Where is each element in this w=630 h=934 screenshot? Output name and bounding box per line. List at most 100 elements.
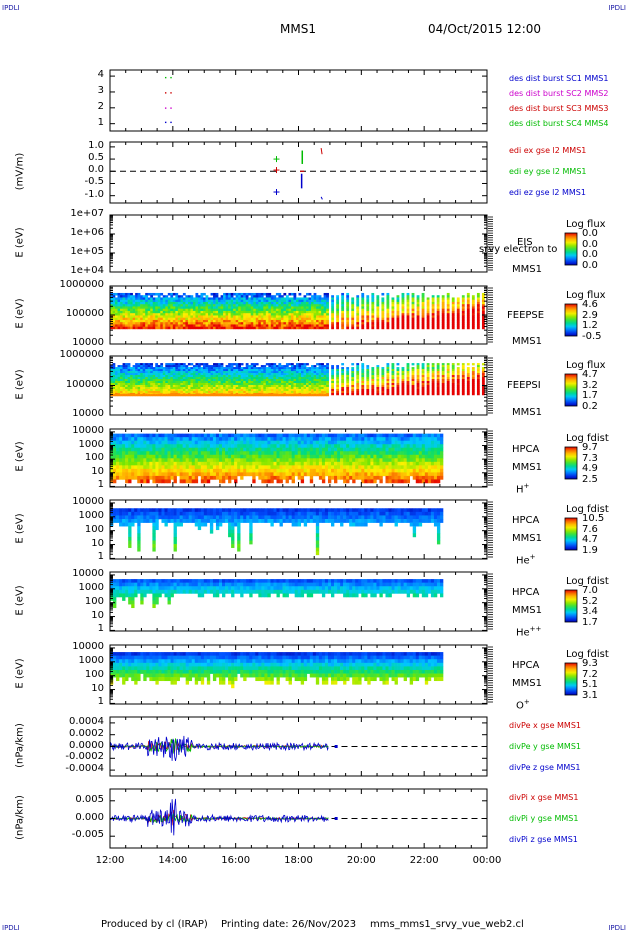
spectrogram-cell	[295, 390, 299, 394]
spectrogram-cell	[313, 313, 317, 316]
spectrogram-cell	[220, 373, 224, 376]
spectrogram-cell	[115, 382, 118, 386]
spectrogram-cell	[258, 369, 262, 372]
spectrogram-cell	[140, 365, 143, 368]
spectrogram-cell	[130, 322, 133, 325]
spectrogram-cell	[230, 299, 234, 303]
spectrogram-cell	[298, 363, 302, 366]
spectrogram-cell	[356, 381, 360, 384]
spectrogram-cell	[137, 444, 141, 449]
spectrogram-cell	[336, 308, 340, 312]
spectrogram-cell	[202, 390, 206, 394]
spectrogram-cell	[288, 306, 292, 309]
spectrogram-cell	[235, 365, 239, 368]
spectrogram-cell	[170, 375, 174, 378]
spectrogram-cell	[230, 390, 234, 394]
spectrogram-cell	[265, 369, 269, 372]
spectrogram-cell	[125, 299, 128, 303]
spectrogram-cell	[326, 365, 329, 368]
spectrogram-cell	[268, 310, 272, 314]
spectrogram-cell	[396, 310, 400, 314]
spectrogram-cell	[190, 295, 194, 298]
spectrogram-cell	[202, 292, 206, 296]
spectrogram-cell	[270, 324, 274, 327]
spectrogram-cell	[218, 304, 221, 307]
spectrogram-cell	[125, 319, 128, 323]
spectrogram-cell	[273, 363, 277, 366]
spectrogram-cell	[351, 384, 355, 388]
spectrogram-cell	[249, 468, 253, 473]
spectrogram-cell	[366, 382, 370, 386]
spectrogram-cell	[157, 292, 161, 296]
spectrogram-cell	[140, 479, 144, 484]
spectrogram-cell	[202, 304, 206, 307]
spectrogram-cell	[158, 458, 162, 463]
spectrogram-cell	[255, 468, 259, 473]
spectrogram-cell	[401, 377, 405, 380]
spectrogram-cell	[280, 299, 284, 303]
spectrogram-cell	[273, 299, 277, 303]
spectrogram-cell	[222, 458, 226, 463]
spectrogram-cell	[170, 384, 174, 388]
spectrogram-cell	[112, 319, 116, 323]
spectrogram-cell	[270, 382, 274, 386]
spectrogram-cell	[125, 326, 128, 330]
spectrogram-cell	[182, 377, 186, 380]
spectrogram-cell	[147, 379, 151, 382]
spectrogram-cell	[165, 295, 169, 298]
spectrogram-cell	[225, 377, 229, 380]
spectrogram-cell	[401, 313, 405, 316]
spectrogram-cell	[228, 390, 231, 394]
spectrogram-cell	[406, 322, 410, 325]
spectrogram-cell	[142, 375, 146, 378]
spectrogram-cell	[313, 308, 317, 312]
spectrogram-cell	[190, 363, 194, 366]
spectrogram-cell	[426, 369, 430, 372]
spectrogram-cell	[208, 371, 211, 374]
spectrogram-cell	[288, 292, 292, 296]
spectrogram-cell	[391, 384, 395, 388]
spectrogram-cell	[283, 308, 287, 312]
spectrogram-cell	[218, 377, 221, 380]
spectrogram-cell	[346, 388, 350, 392]
spectrogram-cell	[113, 437, 117, 441]
spectrogram-cell	[205, 308, 209, 312]
spectrogram-cell	[351, 371, 355, 374]
spectrogram-cell	[155, 326, 159, 330]
spectrogram-cell	[220, 384, 224, 388]
spectrogram-cell	[326, 367, 329, 370]
spectrogram-cell	[167, 384, 171, 388]
spectrogram-cell	[308, 326, 312, 330]
spectrogram-cell	[295, 297, 299, 301]
spectrogram-cell	[431, 301, 435, 305]
spectrogram-cell	[376, 371, 380, 374]
spectrogram-cell	[293, 299, 297, 303]
spectrogram-cell	[258, 454, 262, 459]
spectrogram-cell	[145, 308, 148, 312]
spectrogram-cell	[301, 379, 304, 382]
spectrogram-cell	[351, 377, 355, 380]
spectrogram-cell	[321, 306, 324, 309]
spectrogram-cell	[376, 306, 380, 309]
spectrogram-cell	[225, 322, 229, 325]
spectrogram-cell	[122, 315, 126, 318]
spectrogram-cell	[396, 382, 400, 386]
spectrogram-cell	[240, 317, 244, 321]
spectrogram-cell	[298, 308, 302, 312]
spectrogram-cell	[401, 322, 405, 325]
spectrogram-cell	[421, 382, 425, 386]
spectrogram-cell	[323, 386, 327, 390]
spectrogram-cell	[253, 322, 257, 325]
spectrogram-cell	[255, 315, 259, 318]
spectrogram-cell	[162, 322, 166, 325]
spectrogram-cell	[222, 454, 226, 459]
spectrogram-cell	[258, 437, 262, 441]
spectrogram-cell	[157, 371, 161, 374]
spectrogram-cell	[308, 388, 312, 392]
spectrogram-cell	[125, 379, 128, 382]
spectrogram-cell	[446, 308, 450, 312]
spectrogram-cell	[481, 375, 485, 378]
spectrogram-cell	[461, 386, 465, 390]
spectrogram-cell	[346, 301, 350, 305]
spectrogram-cell	[175, 367, 179, 370]
